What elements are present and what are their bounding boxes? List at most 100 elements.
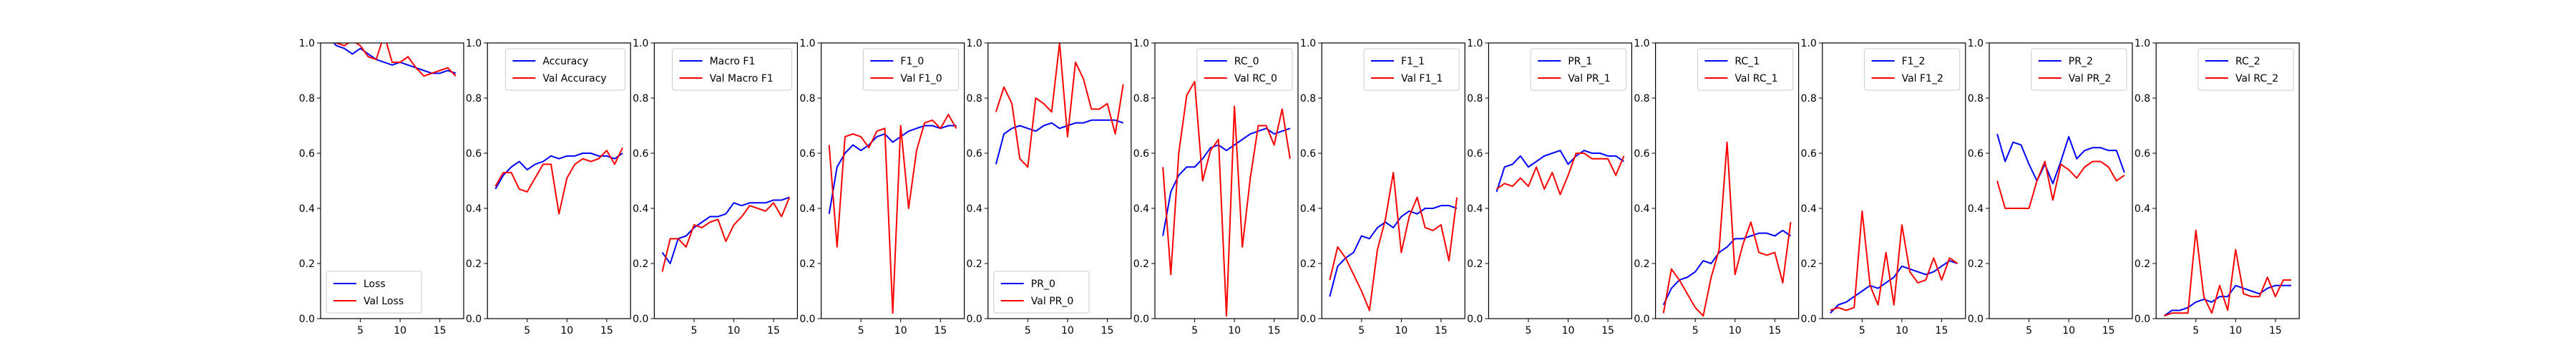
legend-box — [2031, 48, 2127, 91]
legend-label: Val F1_0 — [900, 73, 942, 84]
legend: RC_1 Val RC_1 — [1697, 48, 1794, 91]
y-tick-label: 0.0 — [299, 314, 315, 325]
legend: Macro F1 Val Macro F1 — [672, 48, 792, 91]
x-tick-label: 10 — [2229, 325, 2242, 337]
subplot-8: 0.0 0.2 0.4 0.6 0.8 1.0 5 10 15 PR_1 Val PR_1 — [1467, 38, 1632, 337]
series-line — [995, 43, 1124, 168]
legend: F1_0 Val F1_0 — [862, 48, 960, 91]
y-tick-label: 0.6 — [1634, 148, 1649, 160]
axes-frame — [1989, 42, 2133, 319]
x-tick-label: 10 — [1729, 325, 1742, 337]
y-tick-label: 0.8 — [1467, 93, 1483, 105]
subplot-6: 0.0 0.2 0.4 0.6 0.8 1.0 5 10 15 RC_0 Val RC_0 — [1133, 38, 1299, 337]
x-tick-label: 10 — [1228, 325, 1241, 337]
legend-box — [326, 271, 422, 314]
series-line — [1496, 150, 1624, 193]
y-tick-label: 0.2 — [967, 258, 982, 270]
legend-label: Val Loss — [364, 296, 404, 307]
axes-frame — [1321, 42, 1465, 319]
legend-box — [1697, 48, 1794, 91]
x-tick-label: 15 — [1768, 325, 1781, 337]
x-tick-label: 10 — [1896, 325, 1908, 337]
y-tick-label: 1.0 — [2135, 38, 2150, 49]
y-tick-label: 0.6 — [633, 148, 648, 160]
series-line — [1329, 171, 1458, 311]
x-tick-label: 5 — [357, 325, 364, 337]
y-tick-label: 0.2 — [1467, 258, 1483, 270]
legend-label: F1_0 — [900, 56, 924, 67]
legend: Loss Val Loss — [326, 271, 422, 314]
axes-frame — [487, 42, 631, 319]
x-tick-label: 5 — [1358, 325, 1365, 337]
y-tick-label: 0.4 — [299, 203, 315, 215]
x-tick-label: 5 — [524, 325, 530, 337]
legend-label: Val RC_2 — [2235, 73, 2278, 84]
x-tick-label: 5 — [1191, 325, 1198, 337]
legend-box — [993, 271, 1090, 314]
series-line — [1996, 133, 2125, 185]
legend-label: F1_2 — [1902, 56, 1926, 67]
subplot-9: 0.0 0.2 0.4 0.6 0.8 1.0 5 10 15 RC_1 Val RC_1 — [1634, 38, 1800, 337]
y-tick-label: 0.0 — [2135, 314, 2150, 325]
legend-box — [862, 48, 960, 91]
subplot-5: 0.0 0.2 0.4 0.6 0.8 1.0 5 10 15 PR_0 Val PR_0 — [967, 38, 1132, 337]
legend: RC_2 Val RC_2 — [2197, 48, 2294, 91]
series-line — [333, 43, 457, 74]
series-line — [661, 196, 790, 264]
y-tick-label: 1.0 — [299, 38, 315, 49]
legend-box — [1196, 48, 1293, 91]
legend-label: Val PR_0 — [1031, 296, 1074, 307]
y-tick-label: 0.4 — [1801, 203, 1817, 215]
y-tick-label: 0.4 — [1133, 203, 1149, 215]
x-tick-label: 15 — [1101, 325, 1114, 337]
series-line — [334, 43, 457, 77]
y-tick-label: 0.4 — [799, 203, 815, 215]
x-tick-label: 10 — [2062, 325, 2075, 337]
x-tick-label: 15 — [1936, 325, 1948, 337]
y-tick-label: 0.6 — [799, 148, 815, 160]
x-tick-label: 5 — [1025, 325, 1031, 337]
axes-frame — [653, 42, 799, 319]
y-tick-label: 0.2 — [633, 258, 648, 270]
axes-frame — [1822, 42, 1966, 319]
y-tick-label: 0.8 — [633, 93, 648, 105]
y-tick-label: 0.6 — [967, 148, 982, 160]
subplot-4: 0.0 0.2 0.4 0.6 0.8 1.0 5 10 15 F1_0 Val F1_0 — [799, 38, 965, 337]
legend-label: F1_1 — [1401, 56, 1425, 67]
y-tick-label: 1.0 — [1300, 38, 1316, 49]
x-tick-label: 10 — [1061, 325, 1074, 337]
y-tick-label: 1.0 — [1968, 38, 1984, 49]
legend-box — [1363, 48, 1460, 91]
y-tick-label: 0.4 — [1300, 203, 1316, 215]
series-line — [1996, 160, 2125, 209]
subplot-7: 0.0 0.2 0.4 0.6 0.8 1.0 5 10 15 F1_1 Val F1_1 — [1300, 38, 1465, 337]
subplot-10: 0.0 0.2 0.4 0.6 0.8 1.0 5 10 15 F1_2 Val F1_2 — [1801, 38, 1966, 337]
x-tick-label: 5 — [858, 325, 864, 337]
series-line — [2163, 284, 2292, 316]
y-tick-label: 0.8 — [1801, 93, 1817, 105]
y-tick-label: 0.8 — [466, 93, 482, 105]
legend: F1_2 Val F1_2 — [1864, 48, 1961, 91]
y-tick-label: 1.0 — [799, 38, 815, 49]
y-tick-label: 0.0 — [1133, 314, 1149, 325]
series-line — [494, 147, 623, 215]
axes-frame — [2155, 42, 2300, 319]
legend-label: Accuracy — [542, 56, 588, 67]
x-tick-label: 15 — [600, 325, 613, 337]
y-tick-label: 0.4 — [466, 203, 482, 215]
y-tick-label: 0.8 — [2135, 93, 2150, 105]
y-tick-label: 0.0 — [1467, 314, 1483, 325]
y-tick-label: 0.8 — [1968, 93, 1984, 105]
x-tick-label: 15 — [1268, 325, 1281, 337]
legend-label: Val F1_2 — [1902, 73, 1943, 84]
legend: F1_1 Val F1_1 — [1363, 48, 1460, 91]
subplot-12: 0.0 0.2 0.4 0.6 0.8 1.0 5 10 15 RC_2 Val RC_2 — [2135, 38, 2300, 337]
y-tick-label: 0.8 — [1300, 93, 1316, 105]
legend: PR_0 Val PR_0 — [993, 271, 1090, 314]
subplot-2: 0.0 0.2 0.4 0.6 0.8 1.0 5 10 15 Accuracy Val Accur… — [466, 38, 631, 337]
x-tick-label: 10 — [1395, 325, 1407, 337]
legend: RC_0 Val RC_0 — [1196, 48, 1293, 91]
legend-label: RC_0 — [1234, 56, 1259, 67]
axes-frame — [320, 42, 464, 319]
